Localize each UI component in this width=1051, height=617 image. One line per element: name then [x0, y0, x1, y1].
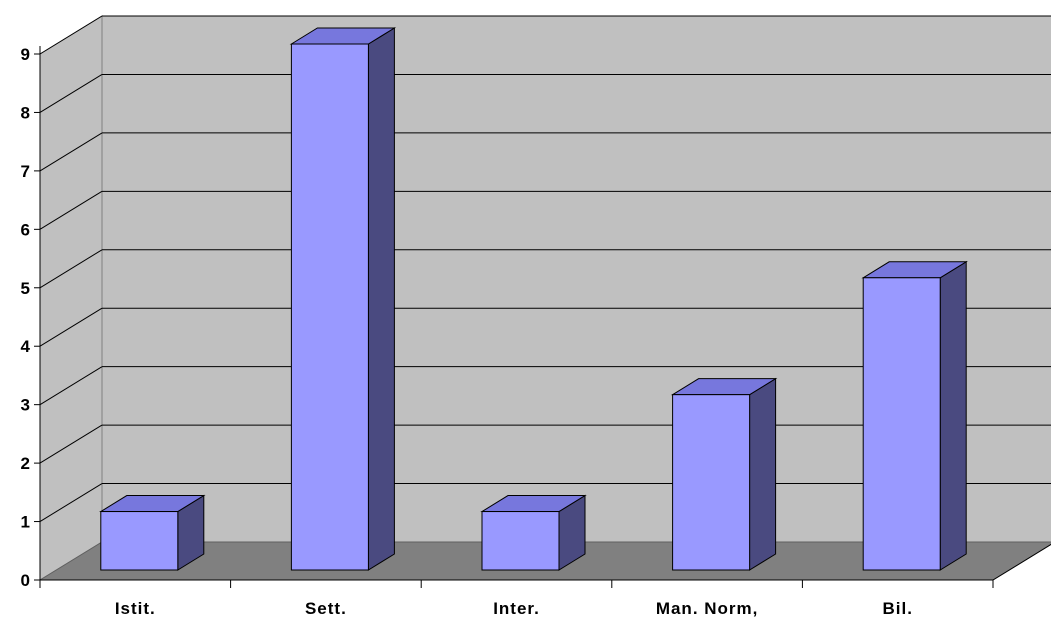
- y-tick-label: 2: [21, 454, 30, 473]
- y-tick-label: 3: [21, 396, 30, 415]
- gridline-side: [39, 307, 103, 347]
- floor-edge-line: [992, 543, 1051, 581]
- bar: [289, 27, 397, 571]
- bar-front-face: [290, 43, 369, 571]
- gridline-side: [39, 190, 103, 230]
- y-tick-label: 6: [21, 220, 30, 239]
- y-tick-label: 7: [21, 162, 30, 181]
- x-category-label: Istit.: [115, 599, 156, 617]
- gridline-side: [39, 249, 103, 289]
- y-axis-tick-labels: 0 1 2 3 4 5 6 7 8 9: [21, 45, 31, 590]
- y-tick-label: 0: [21, 571, 30, 590]
- y-tick-label: 1: [21, 513, 30, 532]
- y-tick-label: 8: [21, 103, 30, 122]
- chart-gridlines: [39, 15, 1051, 522]
- x-category-label: Man. Norm,: [656, 599, 759, 617]
- chart-bars: [99, 27, 968, 571]
- side-wall: [39, 15, 103, 581]
- gridline-side: [39, 483, 103, 522]
- x-category-label: Sett.: [305, 599, 347, 617]
- gridline-side: [39, 132, 103, 172]
- x-category-label: Inter.: [493, 599, 540, 617]
- gridline-side: [39, 366, 103, 406]
- bar: [670, 377, 778, 571]
- x-category-label: Bil.: [882, 599, 912, 617]
- bar-front-face: [672, 394, 751, 571]
- bar: [861, 260, 968, 571]
- bar: [99, 494, 206, 571]
- y-tick-label: 9: [21, 45, 30, 64]
- gridline-side: [39, 15, 103, 55]
- y-tick-label: 4: [21, 337, 31, 356]
- gridline-side: [39, 74, 103, 113]
- x-axis-category-labels: Istit. Sett. Inter. Man. Norm, Bil.: [115, 599, 912, 617]
- gridline-side: [39, 424, 103, 464]
- y-tick-label: 5: [21, 279, 30, 298]
- chart-axes: [34, 46, 1051, 588]
- bar-side-face: [749, 377, 777, 571]
- bar-front-face: [481, 511, 560, 571]
- bar-front-face: [100, 511, 179, 571]
- bar-side-face: [939, 260, 967, 571]
- bar-side-face: [367, 27, 395, 571]
- bar-front-face: [862, 277, 941, 571]
- bar: [480, 494, 587, 571]
